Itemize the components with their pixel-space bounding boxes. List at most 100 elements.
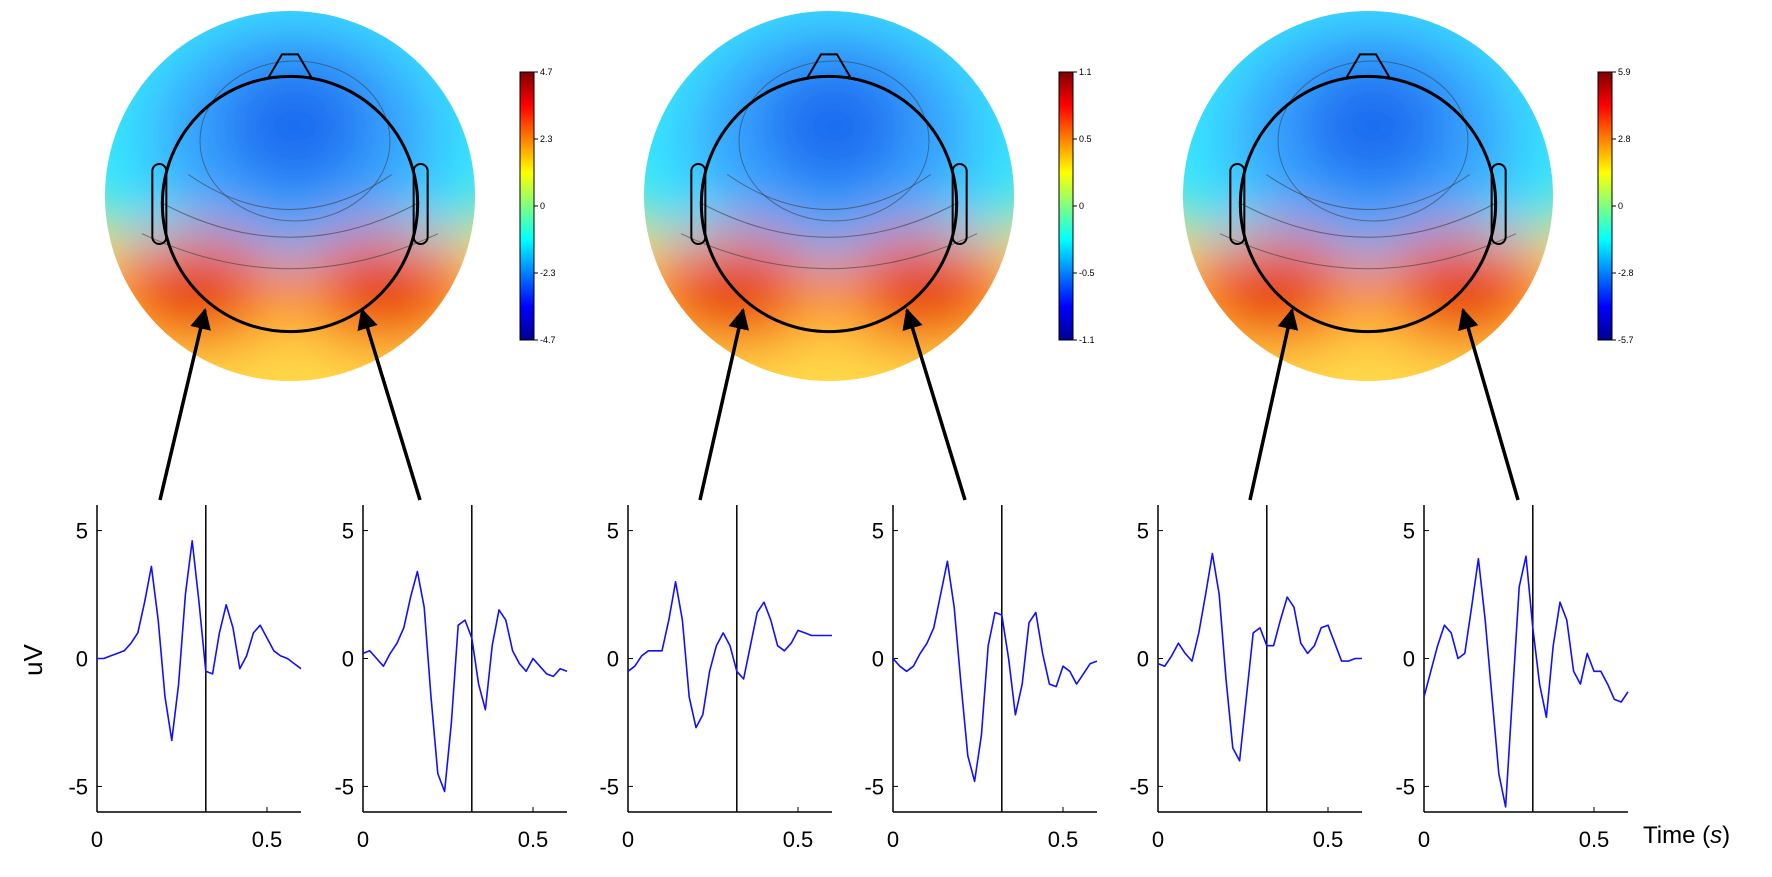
colorbar-tick-label: 1.1 bbox=[1079, 67, 1092, 77]
contour-line bbox=[726, 174, 932, 210]
colorbar-tick-label: -4.7 bbox=[540, 335, 556, 345]
x-tick-label: 0.5 bbox=[1313, 827, 1344, 852]
x-tick-label: 0.5 bbox=[783, 827, 814, 852]
y-tick-label: -5 bbox=[1395, 774, 1415, 799]
y-tick-label: 5 bbox=[342, 519, 354, 544]
colorbar-2: 1.1 0.5 0 -0.5 -1.1 bbox=[1058, 67, 1095, 345]
topomap-3: 5.9 2.8 0 -2.8 -5.7 bbox=[1183, 11, 1634, 381]
x-tick-label: 0.5 bbox=[1579, 827, 1610, 852]
x-tick-label: 0 bbox=[622, 827, 634, 852]
x-axis-label: Time (s) bbox=[1643, 822, 1730, 849]
colorbar-tick-label: 0 bbox=[1618, 201, 1623, 211]
colorbar-tick-label: 5.9 bbox=[1618, 67, 1631, 77]
waveform-panel-3: 5 0 -5 0 0.5 bbox=[599, 505, 832, 852]
erp-waveform-line bbox=[627, 580, 832, 729]
arrows bbox=[158, 307, 1520, 501]
colorbar-3: 5.9 2.8 0 -2.8 -5.7 bbox=[1597, 67, 1634, 345]
y-tick-label: 5 bbox=[76, 519, 88, 544]
contour-line bbox=[680, 233, 978, 270]
erp-waveform-line bbox=[1423, 555, 1629, 808]
left-ear-outline bbox=[690, 163, 707, 245]
y-tick-label: 5 bbox=[872, 519, 884, 544]
x-axis-label-unit: s bbox=[1710, 822, 1722, 849]
x-tick-label: 0 bbox=[887, 827, 899, 852]
x-axis-label-open-paren: ( bbox=[1702, 822, 1710, 849]
waveform-panel-2: 5 0 -5 0 0.5 bbox=[334, 505, 568, 852]
contour-line bbox=[199, 60, 391, 222]
y-tick-label: -5 bbox=[1129, 774, 1149, 799]
arrow-6 bbox=[1458, 307, 1520, 501]
colorbar-1: 4.7 2.3 0 -2.3 -4.7 bbox=[519, 67, 556, 345]
right-ear-outline bbox=[1490, 163, 1507, 245]
arrow-4 bbox=[902, 307, 967, 501]
region-negative-peak bbox=[220, 61, 370, 191]
contour-line bbox=[738, 60, 930, 222]
contour-line bbox=[160, 201, 420, 238]
colorbar-gradient bbox=[1058, 71, 1074, 341]
x-axis-label-text: Time bbox=[1643, 822, 1695, 849]
contour-line bbox=[141, 233, 439, 270]
x-tick-label: 0 bbox=[357, 827, 369, 852]
y-axis-label: uV bbox=[18, 643, 48, 675]
y-tick-label: 0 bbox=[1137, 647, 1149, 672]
y-tick-label: 5 bbox=[1403, 519, 1415, 544]
topomaps: 4.7 2.3 0 -2.3 -4.7 1.1 0.5 0 -0.5 -1.1 5.9 2.8 0 -2.… bbox=[105, 11, 1634, 381]
x-tick-label: 0 bbox=[1152, 827, 1164, 852]
colorbar-tick-label: 4.7 bbox=[540, 67, 553, 77]
y-tick-label: 0 bbox=[1403, 647, 1415, 672]
left-ear-outline bbox=[1229, 163, 1246, 245]
nose-outline bbox=[267, 53, 313, 79]
y-tick-label: -5 bbox=[334, 774, 354, 799]
head-outline bbox=[1238, 74, 1498, 334]
y-tick-label: 5 bbox=[607, 519, 619, 544]
nose-outline bbox=[806, 53, 852, 79]
x-axis-label-close-paren: ) bbox=[1722, 822, 1730, 849]
colorbar-tick-label: 0 bbox=[540, 201, 545, 211]
colorbar-tick-label: -1.1 bbox=[1079, 335, 1095, 345]
x-tick-label: 0 bbox=[91, 827, 103, 852]
arrow-3 bbox=[698, 307, 750, 501]
right-ear-outline bbox=[412, 163, 429, 245]
colorbar-gradient bbox=[519, 71, 535, 341]
colorbar-tick-label: 2.8 bbox=[1618, 134, 1631, 144]
colorbar-tick-label: 0.5 bbox=[1079, 134, 1092, 144]
contour-line bbox=[1277, 60, 1469, 222]
x-tick-label: 0.5 bbox=[252, 827, 283, 852]
right-ear-outline bbox=[951, 163, 968, 245]
x-tick-label: 0.5 bbox=[518, 827, 549, 852]
colorbar-tick-label: -2.8 bbox=[1618, 268, 1634, 278]
colorbar-gradient bbox=[1597, 71, 1613, 341]
contour-line bbox=[699, 201, 959, 238]
y-tick-label: -5 bbox=[599, 774, 619, 799]
erp-waveform-line bbox=[1157, 552, 1362, 762]
contour-line bbox=[1238, 201, 1498, 238]
erp-waveform-line bbox=[97, 539, 302, 742]
contour-line bbox=[1219, 233, 1517, 270]
x-tick-label: 0 bbox=[1418, 827, 1430, 852]
y-tick-label: -5 bbox=[864, 774, 884, 799]
arrow-2 bbox=[357, 307, 422, 501]
region-negative-peak bbox=[1298, 61, 1448, 191]
colorbar-tick-label: -2.3 bbox=[540, 268, 556, 278]
waveform-panel-1: 5 0 -5 0 0.5 bbox=[68, 505, 302, 852]
nose-outline bbox=[1345, 53, 1391, 79]
erp-waveform-line bbox=[362, 570, 568, 793]
y-tick-label: 0 bbox=[607, 647, 619, 672]
contour-line bbox=[1265, 174, 1471, 210]
y-tick-label: 0 bbox=[342, 647, 354, 672]
head-outline bbox=[160, 74, 420, 334]
waveform-panel-4: 5 0 -5 0 0.5 bbox=[864, 505, 1098, 852]
y-tick-label: 0 bbox=[872, 647, 884, 672]
waveform-panels: 5 0 -5 0 0.5 5 0 -5 0 0.5 5 0 -5 0 0.5 5 0 -5 0 0.5 5 0 -5 0 0.5… bbox=[68, 505, 1629, 852]
y-tick-label: 0 bbox=[76, 647, 88, 672]
arrow-1 bbox=[158, 307, 211, 501]
colorbar-tick-label: 2.3 bbox=[540, 134, 553, 144]
region-negative-peak bbox=[759, 61, 909, 191]
y-tick-label: 5 bbox=[1137, 519, 1149, 544]
topomap-2: 1.1 0.5 0 -0.5 -1.1 bbox=[644, 11, 1095, 381]
waveform-panel-6: 5 0 -5 0 0.5 bbox=[1395, 505, 1629, 852]
topomap-1: 4.7 2.3 0 -2.3 -4.7 bbox=[105, 11, 556, 381]
colorbar-tick-label: 0 bbox=[1079, 201, 1084, 211]
colorbar-tick-label: -5.7 bbox=[1618, 335, 1634, 345]
